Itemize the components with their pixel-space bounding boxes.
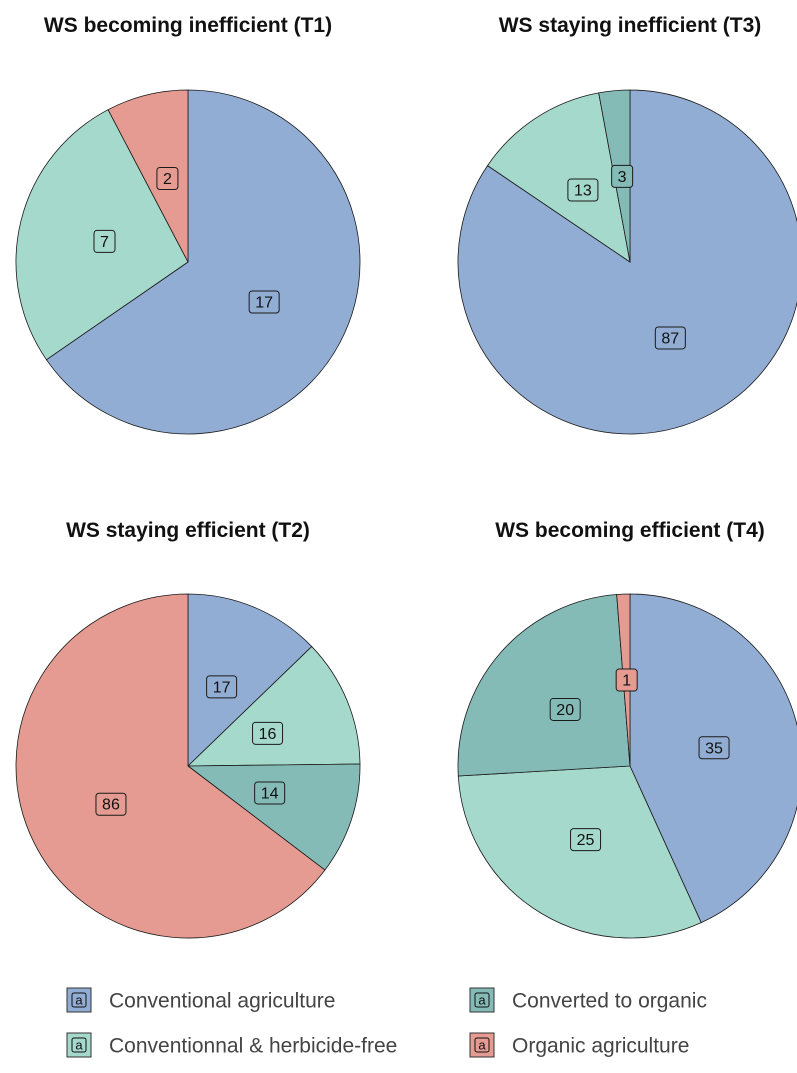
slice-label-box (611, 164, 634, 188)
pie-title: WS staying inefficient (T3) (499, 14, 762, 37)
slice-value-label: 16 (259, 726, 277, 743)
slice-label-box (254, 781, 286, 805)
legend-key-letter: a (75, 993, 83, 1008)
pie-slice-conventional-agriculture (45, 89, 361, 435)
legend-item-converted-to-organic: a Converted to organic (469, 987, 707, 1013)
slice-value-label: 17 (255, 294, 273, 311)
slice-value-label: 35 (705, 740, 723, 757)
pie-panel: WS staying efficient (T2) 17 16 14 86 (15, 519, 361, 939)
legend-key-letter: a (478, 993, 486, 1008)
slice-value-label: 7 (100, 234, 109, 251)
pie-slice-converted-to-organic (457, 594, 631, 777)
slice-label-box (156, 167, 179, 190)
pie-title: WS becoming efficient (T4) (495, 519, 765, 542)
slice-value-label: 2 (163, 171, 172, 188)
pie-slice-conventionnal-herbicide-free (186, 645, 361, 767)
slice-value-label: 25 (577, 832, 595, 849)
slice-label-box (549, 697, 581, 721)
pie-slice-conventionnal-herbicide-free (457, 765, 702, 939)
slice-label-box (252, 721, 284, 745)
slice-label-box (567, 178, 599, 202)
pie-panel: WS staying inefficient (T3) 87 13 3 (457, 14, 797, 435)
slice-labels: 17 16 14 86 (95, 675, 286, 816)
legend-item-conventional-agriculture: a Conventional agriculture (66, 987, 335, 1013)
pie-slice-organic-agriculture (107, 89, 189, 263)
legend-item-organic-agriculture: a Organic agriculture (469, 1032, 689, 1058)
slice-label-box (570, 828, 602, 852)
slice-labels: 87 13 3 (567, 164, 686, 350)
legend-key-box (71, 1037, 87, 1053)
legend-key-letter: a (75, 1038, 83, 1053)
slice-label-box (698, 736, 730, 760)
pie-slice-converted-to-organic (186, 763, 361, 871)
legend-label: Converted to organic (512, 990, 707, 1013)
pie-slice-conventionnal-herbicide-free (486, 92, 631, 263)
slice-value-label: 1 (622, 673, 631, 690)
slice-label-box (654, 326, 686, 350)
slice-label-box (93, 229, 116, 253)
legend-label: Conventionnal & herbicide-free (109, 1035, 397, 1058)
legend: a Conventional agriculture a Converted to o… (66, 987, 707, 1058)
legend-key-box (71, 992, 87, 1008)
legend-label: Organic agriculture (512, 1035, 689, 1058)
slice-label-box (95, 792, 127, 816)
pie-panel: WS becoming efficient (T4) 35 25 20 1 (457, 519, 797, 939)
slice-value-label: 3 (618, 169, 627, 186)
slice-label-box (615, 668, 638, 692)
legend-key-box (474, 1037, 490, 1053)
slice-value-label: 86 (102, 797, 120, 814)
slice-value-label: 13 (574, 183, 592, 200)
slice-label-box (248, 290, 280, 314)
pie-title: WS staying efficient (T2) (66, 519, 310, 542)
legend-label: Conventional agriculture (109, 990, 335, 1013)
legend-item-conventionnal-herbicide-free: a Conventionnal & herbicide-free (66, 1032, 397, 1058)
legend-key-letter: a (478, 1038, 486, 1053)
slice-value-label: 14 (261, 785, 279, 802)
slice-value-label: 20 (556, 702, 574, 719)
slice-value-label: 87 (661, 330, 679, 347)
slice-label-box (206, 675, 238, 699)
slice-value-label: 17 (213, 679, 231, 696)
pie-slice-conventional-agriculture (187, 593, 313, 767)
legend-key-box (474, 992, 490, 1008)
pie-slice-organic-agriculture (15, 593, 326, 939)
pie-slice-conventional-agriculture (457, 89, 797, 435)
pie-title: WS becoming inefficient (T1) (44, 14, 332, 37)
slice-labels: 35 25 20 1 (549, 668, 730, 852)
